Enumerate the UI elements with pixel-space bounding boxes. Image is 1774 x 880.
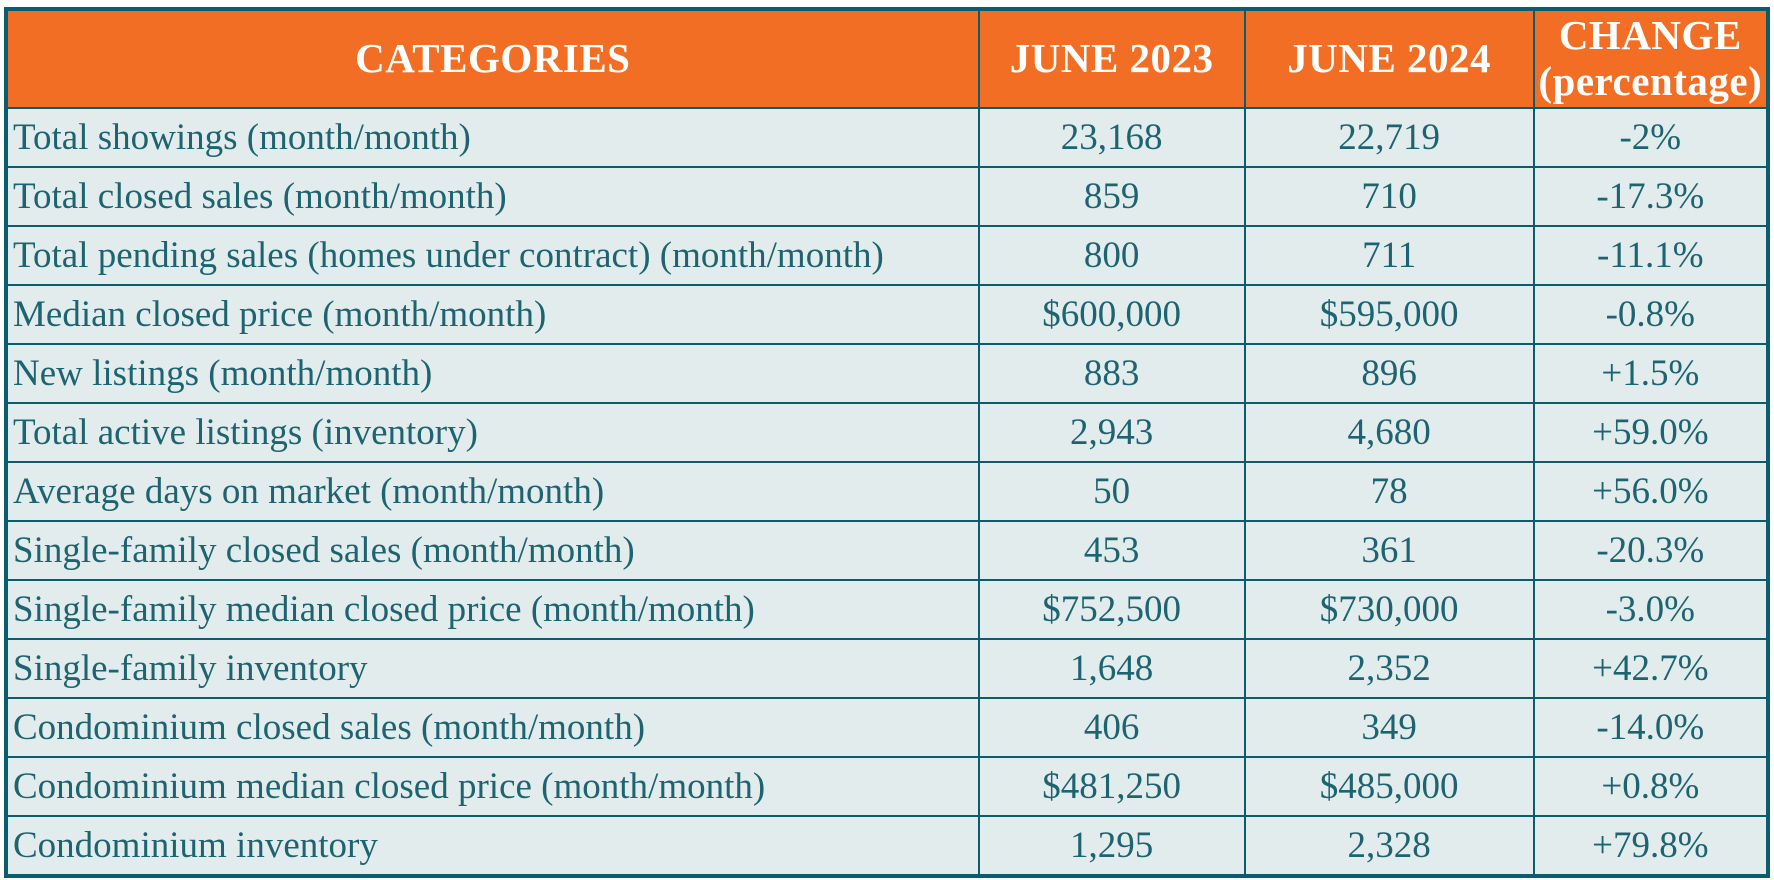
table-row: New listings (month/month) 883 896 +1.5% — [5, 343, 1770, 404]
category-cell: Total closed sales (month/month) — [5, 166, 980, 227]
june-2023-cell: 50 — [977, 461, 1246, 522]
june-2023-cell: $752,500 — [977, 579, 1246, 640]
change-cell: -11.1% — [1532, 225, 1770, 286]
category-cell: Single-family inventory — [5, 638, 980, 699]
june-2024-cell: 361 — [1243, 520, 1535, 581]
change-cell: -2% — [1532, 107, 1770, 168]
category-cell: Single-family median closed price (month… — [5, 579, 980, 640]
june-2024-cell: 349 — [1243, 697, 1535, 758]
june-2023-cell: 859 — [977, 166, 1246, 227]
june-2024-cell: 711 — [1243, 225, 1535, 286]
june-2024-cell: $595,000 — [1243, 284, 1535, 345]
june-2023-cell: $481,250 — [977, 756, 1246, 817]
june-2024-cell: 2,328 — [1243, 815, 1535, 877]
header-change-line2: (percentage) — [1538, 58, 1763, 104]
june-2024-cell: 896 — [1243, 343, 1535, 404]
category-cell: Condominium inventory — [5, 815, 980, 877]
header-june-2023: JUNE 2023 — [977, 8, 1246, 109]
table-row: Single-family inventory 1,648 2,352 +42.… — [5, 638, 1770, 699]
category-cell: Condominium closed sales (month/month) — [5, 697, 980, 758]
change-cell: -17.3% — [1532, 166, 1770, 227]
change-cell: -14.0% — [1532, 697, 1770, 758]
june-2024-cell: $485,000 — [1243, 756, 1535, 817]
table-row: Total showings (month/month) 23,168 22,7… — [5, 107, 1770, 168]
june-2023-cell: 1,295 — [977, 815, 1246, 877]
june-2023-cell: 800 — [977, 225, 1246, 286]
category-cell: Total active listings (inventory) — [5, 402, 980, 463]
category-cell: Median closed price (month/month) — [5, 284, 980, 345]
table-row: Median closed price (month/month) $600,0… — [5, 284, 1770, 345]
june-2024-cell: 2,352 — [1243, 638, 1535, 699]
change-cell: +42.7% — [1532, 638, 1770, 699]
header-change-line1: CHANGE — [1558, 12, 1742, 59]
category-cell: Single-family closed sales (month/month) — [5, 520, 980, 581]
header-june-2024: JUNE 2024 — [1243, 8, 1535, 109]
category-cell: Total showings (month/month) — [5, 107, 980, 168]
change-cell: -0.8% — [1532, 284, 1770, 345]
table-body: Total showings (month/month) 23,168 22,7… — [5, 107, 1770, 877]
change-cell: +1.5% — [1532, 343, 1770, 404]
change-cell: -3.0% — [1532, 579, 1770, 640]
june-2024-cell: 22,719 — [1243, 107, 1535, 168]
table-row: Single-family closed sales (month/month)… — [5, 520, 1770, 581]
category-cell: Total pending sales (homes under contrac… — [5, 225, 980, 286]
category-cell: Condominium median closed price (month/m… — [5, 756, 980, 817]
table-row: Condominium closed sales (month/month) 4… — [5, 697, 1770, 758]
june-2024-cell: 4,680 — [1243, 402, 1535, 463]
june-2023-cell: 453 — [977, 520, 1246, 581]
table-row: Single-family median closed price (month… — [5, 579, 1770, 640]
header-row: CATEGORIES JUNE 2023 JUNE 2024 CHANGE (p… — [5, 8, 1770, 109]
june-2023-cell: 883 — [977, 343, 1246, 404]
june-2024-cell: 78 — [1243, 461, 1535, 522]
category-cell: New listings (month/month) — [5, 343, 980, 404]
table-row: Total active listings (inventory) 2,943 … — [5, 402, 1770, 463]
june-2023-cell: 406 — [977, 697, 1246, 758]
table-row: Condominium inventory 1,295 2,328 +79.8% — [5, 815, 1770, 877]
june-2024-cell: 710 — [1243, 166, 1535, 227]
june-2023-cell: 2,943 — [977, 402, 1246, 463]
change-cell: +79.8% — [1532, 815, 1770, 877]
change-cell: -20.3% — [1532, 520, 1770, 581]
category-cell: Average days on market (month/month) — [5, 461, 980, 522]
june-2024-cell: $730,000 — [1243, 579, 1535, 640]
june-2023-cell: 23,168 — [977, 107, 1246, 168]
table-row: Average days on market (month/month) 50 … — [5, 461, 1770, 522]
june-2023-cell: 1,648 — [977, 638, 1246, 699]
june-2023-cell: $600,000 — [977, 284, 1246, 345]
header-change: CHANGE (percentage) — [1532, 8, 1770, 109]
table-row: Total closed sales (month/month) 859 710… — [5, 166, 1770, 227]
table-row: Condominium median closed price (month/m… — [5, 756, 1770, 817]
change-cell: +56.0% — [1532, 461, 1770, 522]
market-stats-table: CATEGORIES JUNE 2023 JUNE 2024 CHANGE (p… — [4, 7, 1770, 878]
table-row: Total pending sales (homes under contrac… — [5, 225, 1770, 286]
table-header: CATEGORIES JUNE 2023 JUNE 2024 CHANGE (p… — [5, 8, 1770, 109]
header-categories: CATEGORIES — [5, 8, 980, 109]
change-cell: +59.0% — [1532, 402, 1770, 463]
change-cell: +0.8% — [1532, 756, 1770, 817]
